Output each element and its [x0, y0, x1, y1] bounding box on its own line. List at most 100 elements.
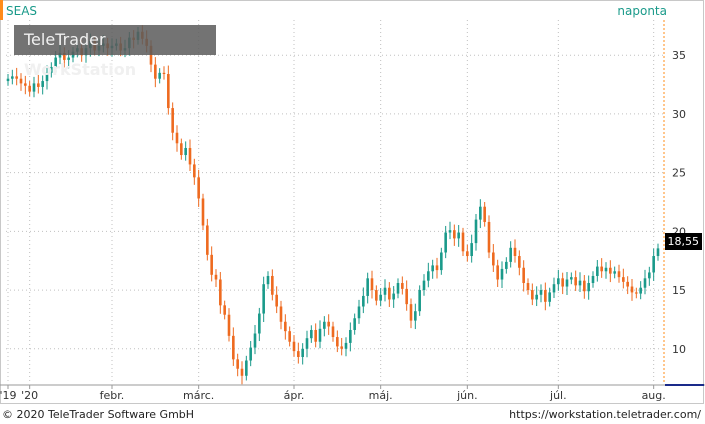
candle-body: [422, 280, 426, 291]
candle-body: [50, 66, 53, 73]
candle-body: [587, 283, 590, 292]
candle-body: [245, 360, 248, 376]
y-tick-label: 15: [672, 284, 686, 297]
candle-body: [561, 278, 564, 287]
candle-body: [227, 314, 231, 336]
candle-body: [535, 294, 538, 300]
candle-body: [626, 281, 629, 287]
copyright-text: © 2020 TeleTrader Software GmbH: [2, 408, 195, 421]
candle-body: [236, 359, 239, 369]
candle-body: [11, 76, 14, 79]
candle-body: [396, 283, 400, 294]
candle-body: [648, 272, 651, 279]
candle-body: [353, 318, 356, 330]
candle-body: [466, 251, 469, 257]
candle-body: [544, 290, 547, 302]
candle-body: [591, 275, 595, 284]
symbol-marker: [0, 0, 3, 20]
candle-body: [479, 206, 482, 220]
candle-body: [483, 206, 486, 222]
candle-body: [197, 177, 200, 199]
candle-body: [570, 277, 573, 280]
candle-body: [552, 284, 556, 293]
candle-body: [457, 232, 460, 239]
candle-body: [574, 277, 577, 286]
candle-body: [344, 342, 348, 349]
candle-body: [262, 284, 265, 314]
y-tick-label: 35: [672, 49, 686, 62]
candle-body: [435, 265, 439, 271]
candle-body: [366, 278, 369, 296]
chart-frame: [0, 0, 704, 404]
candle-body: [258, 313, 261, 334]
candle-body: [327, 321, 330, 327]
candle-body: [440, 252, 443, 271]
candle-body: [565, 279, 569, 287]
x-tick-label: ápr.: [284, 389, 305, 402]
candle-body: [188, 147, 192, 165]
candle-body: [28, 85, 31, 92]
candle-body: [6, 78, 10, 82]
candle-body: [297, 351, 300, 357]
y-tick-label: 30: [672, 108, 686, 121]
candle-body: [37, 83, 40, 87]
x-tick-label: júl.: [549, 389, 567, 402]
x-tick-label: febr.: [100, 389, 125, 402]
x-tick-label: aug.: [642, 389, 666, 402]
candle-body: [171, 108, 174, 133]
candle-body: [206, 225, 209, 255]
x-tick-label: jún.: [456, 389, 478, 402]
candle-body: [652, 256, 655, 273]
candle-body: [154, 64, 157, 79]
candle-body: [388, 287, 391, 300]
candle-body: [531, 290, 534, 300]
candle-body: [548, 292, 551, 302]
y-tick-label: 25: [672, 167, 686, 180]
source-url[interactable]: https://workstation.teletrader.com/: [509, 408, 701, 421]
candle-body: [461, 232, 465, 252]
candle-body: [232, 335, 235, 360]
candle-body: [362, 295, 365, 307]
candle-body: [149, 45, 153, 65]
candle-body: [45, 72, 49, 82]
candle-body: [162, 72, 166, 75]
candle-body: [240, 368, 244, 376]
candle-body: [604, 267, 608, 272]
candle-body: [340, 346, 343, 349]
candle-body: [526, 283, 530, 291]
candle-body: [175, 132, 179, 144]
candle-body: [474, 219, 478, 244]
candle-body: [656, 248, 660, 257]
x-tick-label: '19: [0, 389, 17, 402]
y-tick-label: 10: [672, 343, 686, 356]
candle-body: [24, 83, 27, 86]
candle-body: [414, 311, 417, 321]
candle-body: [305, 338, 309, 349]
candle-body: [409, 304, 413, 321]
period-label[interactable]: naponta: [617, 4, 667, 18]
candle-body: [193, 164, 196, 178]
candle-body: [336, 337, 339, 347]
candle-body: [32, 83, 36, 92]
candle-body: [158, 72, 161, 79]
candle-body: [522, 267, 525, 284]
candle-body: [617, 271, 621, 278]
candle-body: [375, 290, 378, 301]
candle-body: [405, 288, 408, 305]
candle-body: [578, 280, 582, 286]
candle-body: [58, 52, 62, 58]
candle-body: [596, 266, 599, 276]
candle-body: [323, 321, 326, 329]
candle-body: [275, 294, 278, 307]
candle-body: [613, 271, 616, 274]
candle-body: [331, 326, 335, 338]
x-tick-label: márc.: [183, 389, 214, 402]
candle-body: [470, 243, 473, 257]
x-tick-label: '20: [21, 389, 38, 402]
candle-body: [54, 57, 57, 67]
candle-body: [643, 278, 647, 288]
candle-body: [249, 347, 252, 361]
candle-body: [509, 247, 512, 262]
candle-body: [609, 267, 612, 274]
